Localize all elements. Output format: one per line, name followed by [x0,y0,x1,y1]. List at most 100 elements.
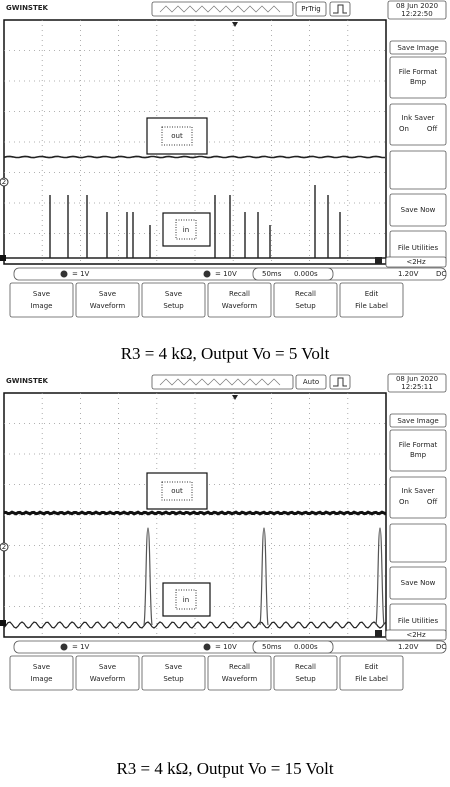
button-text: Recall [229,663,250,671]
button-text: Waveform [90,675,126,683]
out-label: out [171,132,183,140]
brand: GWINSTEK [6,4,49,12]
status-ch1: = 10V [215,270,237,278]
edge-box [330,375,350,389]
menu-text: Save Image [397,44,438,52]
menu-text: File Format [399,68,438,76]
soft-button [142,283,205,317]
menu-text: Ink Saver [402,487,435,495]
menu-value: Off [427,125,438,133]
status-timebase: 50ms [262,643,282,651]
trigger-mode: PrTrig [301,5,321,13]
soft-button [274,283,337,317]
status-position: 0.000s [294,643,318,651]
status-freq: <2Hz [406,258,426,266]
button-text: Image [31,675,53,683]
status-ch2: = 1V [72,643,90,651]
freq-icon [375,630,382,637]
button-text: Recall [295,663,316,671]
status-trigger-level: 1.20V [398,270,419,278]
button-text: Setup [295,302,316,310]
time: 12:22:50 [401,10,432,18]
menu-value: Bmp [410,451,427,459]
soft-button [340,656,403,690]
ch1-icon [204,644,211,651]
trigger-mode: Auto [303,378,319,386]
caption: R3 = 4 kΩ, Output Vo = 5 Volt [121,344,330,363]
menu-value: Bmp [410,78,427,86]
button-text: Waveform [90,302,126,310]
button-text: Edit [365,290,379,298]
menu-item [390,151,446,189]
date: 08 Jun 2020 [396,2,438,10]
menu-text: File Utilities [398,244,439,252]
status-freq: <2Hz [406,631,426,639]
menu-text: File Format [399,441,438,449]
button-text: Image [31,302,53,310]
status-ch2: = 1V [72,270,90,278]
freq-icon [375,257,382,264]
menu-value: Off [427,498,438,506]
button-text: File Label [355,675,388,683]
soft-button [142,656,205,690]
button-text: Edit [365,663,379,671]
button-text: File Label [355,302,388,310]
button-text: Save [165,663,182,671]
button-text: Recall [295,290,316,298]
button-text: Recall [229,290,250,298]
status-timebase: 50ms [262,270,282,278]
status-position: 0.000s [294,270,318,278]
soft-button [208,283,271,317]
menu-text: Ink Saver [402,114,435,122]
ch1-icon [204,271,211,278]
ch1-marker [0,255,6,261]
out-label: out [171,487,183,495]
menu-text: Save Now [401,206,436,214]
button-text: Save [33,663,50,671]
soft-button [76,283,139,317]
date: 08 Jun 2020 [396,375,438,383]
in-label: in [183,596,189,604]
button-text: Setup [163,302,184,310]
menu-value: On [399,498,409,506]
in-label: in [183,226,189,234]
soft-button [208,656,271,690]
brand: GWINSTEK [6,377,49,385]
button-text: Setup [163,675,184,683]
ch1-marker [0,620,6,626]
button-text: Save [165,290,182,298]
out-waveform [4,512,386,514]
status-coupling: DC [436,643,446,651]
menu-item [390,524,446,562]
caption: R3 = 4 kΩ, Output Vo = 15 Volt [116,759,333,778]
soft-button [274,656,337,690]
status-trigger-level: 1.20V [398,643,419,651]
oscilloscope: GWINSTEK PrTrig 08 Jun 202012:22:50 out in 2 S… [0,1,446,317]
menu-text: Save Image [397,417,438,425]
ch2-marker-label: 2 [2,543,6,551]
ch2-icon [61,271,68,278]
soft-button [10,656,73,690]
button-text: Save [33,290,50,298]
button-text: Save [99,663,116,671]
soft-button [340,283,403,317]
ch2-icon [61,644,68,651]
soft-button [10,283,73,317]
edge-box [330,2,350,16]
figure: GWINSTEKPrTrig08 Jun 202012:22:50outin2S… [0,0,450,787]
status-coupling: DC [436,270,446,278]
button-text: Save [99,290,116,298]
status-ch1: = 10V [215,643,237,651]
menu-text: Save Now [401,579,436,587]
time: 12:25:11 [401,383,432,391]
timeline [152,375,293,389]
button-text: Setup [295,675,316,683]
button-text: Waveform [222,302,258,310]
soft-button [76,656,139,690]
menu-value: On [399,125,409,133]
ch2-marker-label: 2 [2,178,6,186]
button-text: Waveform [222,675,258,683]
menu-text: File Utilities [398,617,439,625]
timeline [152,2,293,16]
